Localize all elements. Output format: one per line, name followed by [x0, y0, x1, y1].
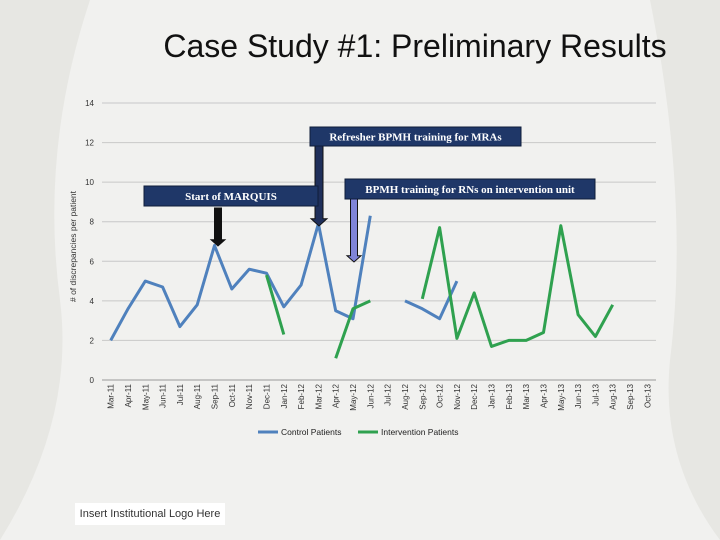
y-tick-label: 8 — [90, 218, 95, 227]
x-tick-label: Jun-11 — [159, 383, 168, 407]
y-tick-label: 14 — [85, 99, 94, 108]
x-tick-label: Jan-12 — [280, 383, 289, 408]
x-tick-label: Jul-12 — [384, 383, 393, 405]
annotation-marquis — [143, 185, 319, 207]
y-tick-label: 12 — [85, 139, 94, 148]
x-tick-label: Feb-13 — [505, 383, 514, 409]
slide-title: Case Study #1: Preliminary Results — [163, 28, 667, 64]
x-tick-label: Jun-12 — [366, 383, 375, 408]
x-tick-label: Feb-12 — [297, 383, 306, 409]
y-tick-label: 6 — [90, 257, 95, 266]
x-tick-label: Oct-12 — [436, 383, 445, 408]
y-tick-label: 2 — [90, 336, 95, 345]
x-tick-label: Jul-11 — [176, 383, 185, 405]
x-tick-label: Jan-13 — [488, 383, 497, 408]
annotation-refresher — [309, 126, 522, 147]
x-tick-label: Jun-13 — [574, 383, 583, 408]
x-tick-label: Apr-11 — [124, 383, 133, 407]
x-tick-label: Dec-11 — [262, 383, 271, 409]
x-tick-label: Nov-12 — [453, 383, 462, 409]
y-axis-label: # of discrepancies per patient — [68, 190, 78, 302]
x-tick-label: Nov-11 — [245, 383, 254, 409]
legend-label: Intervention Patients — [381, 427, 459, 437]
annotation-rn-training — [344, 178, 596, 200]
x-tick-label: Apr-12 — [332, 383, 341, 408]
annotation-rn-training-text: BPMH training for RNs on intervention un… — [365, 184, 575, 196]
annotation-refresher-text: Refresher BPMH training for MRAs — [329, 132, 502, 144]
x-tick-label: Sep-11 — [211, 383, 220, 409]
institutional-logo-placeholder: Insert Institutional Logo Here — [75, 503, 225, 525]
x-tick-label: Oct-11 — [228, 383, 237, 407]
x-tick-label: Dec-12 — [470, 383, 479, 409]
x-tick-label: Sep-12 — [418, 383, 427, 409]
x-tick-label: Aug-13 — [609, 383, 618, 409]
y-tick-label: 10 — [85, 178, 94, 187]
x-tick-label: Aug-11 — [193, 383, 202, 409]
series-line-control — [109, 215, 459, 342]
x-tick-label: May-11 — [141, 383, 150, 410]
x-tick-label: Jul-13 — [591, 383, 600, 405]
annotation-marquis-text: Start of MARQUIS — [185, 191, 277, 203]
x-tick-label: May-13 — [557, 383, 566, 410]
x-tick-label: Aug-12 — [401, 383, 410, 409]
legend-label: Control Patients — [281, 427, 341, 437]
x-tick-label: Oct-13 — [643, 383, 652, 408]
x-tick-label: Mar-11 — [107, 383, 116, 408]
y-tick-label: 0 — [90, 376, 95, 385]
y-tick-label: 4 — [90, 297, 95, 306]
x-tick-label: May-12 — [349, 383, 358, 410]
arrow-rn-training — [345, 197, 363, 263]
x-tick-label: Sep-13 — [626, 383, 635, 409]
series-line-intervention — [265, 224, 615, 359]
x-tick-label: Apr-13 — [539, 383, 548, 408]
x-tick-label: Mar-12 — [314, 383, 323, 409]
arrow-refresher — [309, 139, 329, 227]
arrow-marquis — [209, 207, 227, 247]
x-tick-label: Mar-13 — [522, 383, 531, 409]
